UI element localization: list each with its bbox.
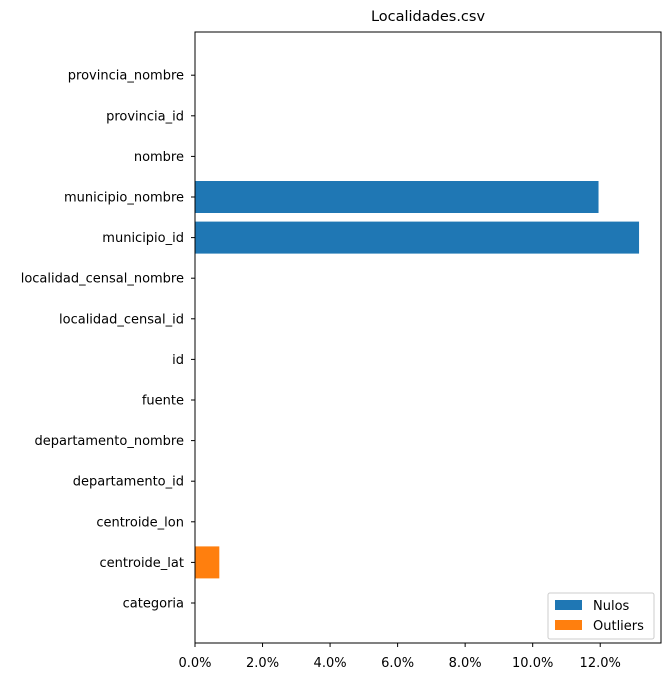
axes-group: categoria centroide_lat centroide_lon depar… [21, 31, 662, 671]
y-tick-label: centroide_lon [96, 515, 184, 530]
y-tick-label: nombre [134, 150, 184, 165]
x-tick-label: 6.0% [381, 656, 414, 671]
y-tick-label: departamento_nombre [35, 434, 185, 449]
y-tick-label: localidad_censal_id [59, 312, 184, 327]
y-tick-label: provincia_id [106, 109, 184, 124]
x-tick-label: 0.0% [178, 656, 211, 671]
y-tick-label: fuente [142, 394, 184, 409]
x-tick-label: 2.0% [246, 656, 279, 671]
bar-nulos-municipio-id [195, 221, 640, 254]
y-tick-label: categoria [123, 597, 184, 612]
bars-group [195, 181, 640, 579]
y-tick-label: municipio_id [102, 231, 184, 246]
x-tick-label: 10.0% [512, 656, 553, 671]
y-tick-label: provincia_nombre [68, 69, 184, 84]
legend-label-outliers: Outliers [593, 619, 644, 634]
chart-title: Localidades.csv [371, 9, 486, 25]
legend-swatch-nulos [555, 600, 582, 610]
y-tick-label: departamento_id [73, 475, 184, 490]
y-tick-label: municipio_nombre [64, 191, 184, 206]
legend-label-nulos: Nulos [593, 599, 630, 614]
x-tick-label: 12.0% [580, 656, 621, 671]
y-tick-label: localidad_censal_nombre [21, 272, 184, 287]
bar-outliers-centroide-lat [195, 546, 220, 579]
legend-swatch-outliers [555, 620, 582, 630]
y-tick-label: id [172, 353, 184, 368]
bar-nulos-municipio-nombre [195, 181, 599, 213]
y-tick-label: centroide_lat [99, 556, 184, 571]
x-tick-label: 4.0% [314, 656, 347, 671]
legend: Nulos Outliers [547, 592, 655, 640]
x-tick-label: 8.0% [449, 656, 482, 671]
plot-frame [194, 31, 662, 644]
